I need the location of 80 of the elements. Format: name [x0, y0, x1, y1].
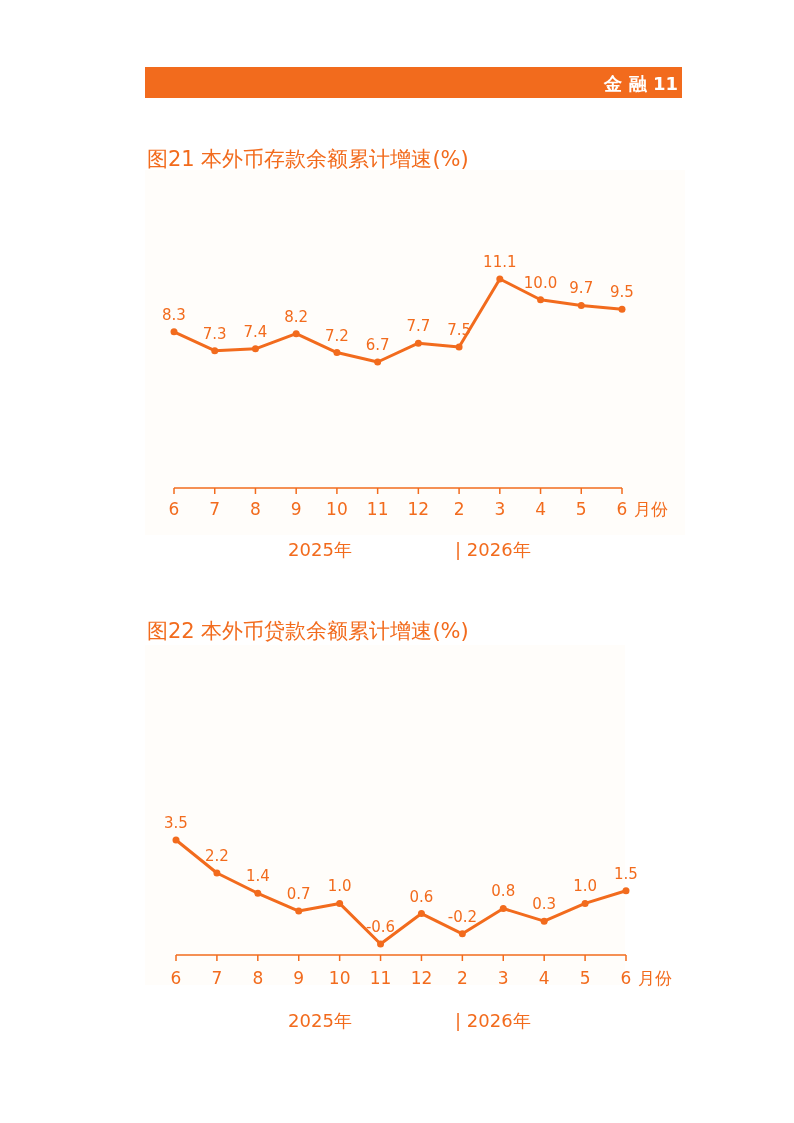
point	[295, 907, 303, 915]
x-tick-label: 11	[366, 499, 389, 519]
point	[172, 836, 180, 844]
point	[170, 328, 178, 336]
data-label: 0.8	[491, 882, 516, 901]
point	[254, 889, 262, 897]
point	[455, 343, 463, 351]
x-axis-title: 月份	[634, 499, 668, 519]
x-tick-label: 9	[293, 968, 305, 988]
data-label: 1.0	[573, 877, 598, 896]
point	[496, 275, 504, 283]
point	[622, 887, 630, 895]
data-label: 8.2	[284, 307, 309, 326]
point	[537, 296, 545, 304]
x-tick-label: 7	[209, 499, 221, 519]
data-label: 0.7	[286, 885, 311, 904]
point	[251, 345, 259, 353]
text: | 2026年	[455, 539, 531, 560]
data-label: 7.2	[324, 326, 349, 345]
data-label: 9.5	[610, 283, 634, 302]
x-tick-label: 10	[326, 499, 348, 519]
point	[458, 930, 466, 938]
point	[377, 940, 385, 948]
data-label: 0.6	[409, 887, 434, 906]
x-tick-label: 7	[211, 968, 223, 988]
x-tick-label: 6	[170, 968, 182, 988]
data-label: 1.0	[327, 877, 352, 896]
data-label: 11.1	[483, 253, 517, 271]
x-tick-label: 2	[456, 968, 468, 988]
data-label: 7.4	[243, 322, 268, 341]
point	[292, 330, 300, 338]
x-tick-label: 11	[369, 968, 392, 988]
point	[333, 349, 341, 357]
point	[618, 305, 626, 313]
text: | 2026年	[455, 1010, 531, 1031]
point	[374, 358, 382, 366]
text: 金 融 11	[603, 73, 678, 94]
data-label: 2.2	[204, 846, 229, 865]
data-label: 8.3	[162, 305, 186, 324]
data-label: -0.2	[447, 907, 477, 926]
x-tick-label: 6	[616, 499, 628, 519]
point	[577, 301, 585, 309]
point	[417, 910, 425, 918]
point	[581, 899, 589, 907]
text: 2025年	[288, 539, 352, 560]
x-tick-label: 4	[535, 499, 546, 519]
x-tick-label: 5	[575, 499, 587, 519]
chart-title: 图21 本外币存款余额累计增速(%)	[147, 147, 469, 171]
x-tick-label: 12	[407, 499, 430, 519]
point	[499, 904, 507, 912]
x-tick-label: 8	[250, 499, 261, 519]
x-tick-label: 3	[497, 968, 509, 988]
x-tick-label: 9	[290, 499, 302, 519]
data-label: 6.7	[365, 336, 390, 354]
data-label: 1.5	[614, 864, 638, 883]
x-axis-title: 月份	[638, 968, 672, 988]
point	[211, 347, 219, 355]
data-label: -0.6	[365, 918, 396, 936]
x-tick-label: 2	[453, 499, 465, 519]
data-label: 10.0	[523, 273, 558, 292]
point	[336, 899, 344, 907]
data-label: 9.7	[569, 279, 594, 298]
x-tick-label: 5	[579, 968, 591, 988]
data-label: 3.5	[164, 814, 188, 832]
chart-title: 图22 本外币贷款余额累计增速(%)	[147, 619, 469, 643]
x-tick-label: 4	[538, 968, 550, 988]
data-label: 1.4	[245, 867, 270, 886]
text: 2025年	[288, 1010, 352, 1031]
data-label: 7.3	[202, 324, 227, 343]
data-label: 0.3	[532, 895, 557, 914]
point	[414, 339, 422, 347]
x-tick-label: 12	[410, 968, 433, 988]
x-tick-label: 8	[252, 968, 264, 988]
x-tick-label: 6	[168, 499, 180, 519]
x-tick-label: 10	[328, 968, 351, 988]
point	[213, 869, 221, 877]
x-tick-label: 6	[620, 968, 632, 988]
x-tick-label: 3	[494, 499, 506, 519]
data-label: 7.7	[406, 317, 431, 336]
point	[540, 917, 548, 925]
